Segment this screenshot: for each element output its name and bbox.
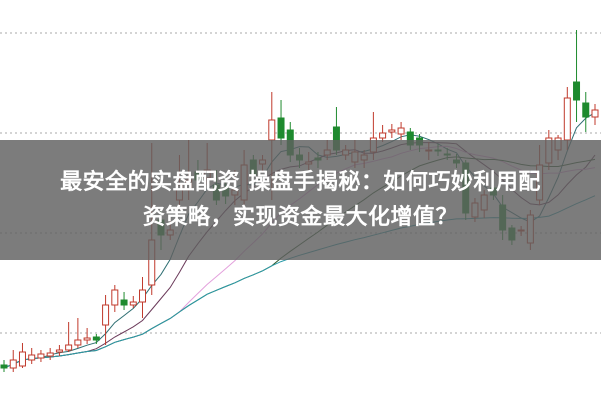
candle-body	[0, 364, 8, 369]
candle-body	[573, 81, 581, 101]
title-banner: 最安全的实盘配资 操盘手揭秘：如何巧妙利用配 资策略，实现资金最大化增值？	[0, 140, 601, 260]
candle-body	[379, 132, 387, 139]
candle-body	[111, 289, 119, 306]
candle-body	[46, 352, 54, 357]
candle-body	[397, 127, 405, 135]
candle-body	[65, 344, 73, 351]
candle-body	[268, 119, 276, 141]
candle-body	[102, 304, 110, 326]
candle-body	[582, 102, 590, 118]
candle-body	[129, 301, 137, 306]
title-line-1: 最安全的实盘配资 操盘手揭秘：如何巧妙利用配	[60, 170, 541, 195]
candle-body	[18, 351, 26, 367]
candle-body	[591, 109, 599, 118]
candle-body	[92, 336, 100, 341]
candle-body	[277, 117, 285, 139]
candle-body	[55, 349, 63, 353]
candle-body	[388, 129, 396, 133]
title-line-2: 资策略，实现资金最大化增值？	[142, 205, 458, 230]
candle-body	[83, 337, 91, 341]
candle-body	[28, 354, 36, 361]
candle-body	[74, 339, 82, 346]
candle-body	[120, 299, 128, 306]
candle-body	[37, 353, 45, 359]
candle-body	[563, 97, 571, 141]
candle-body	[139, 289, 147, 303]
candle-body	[9, 359, 17, 369]
